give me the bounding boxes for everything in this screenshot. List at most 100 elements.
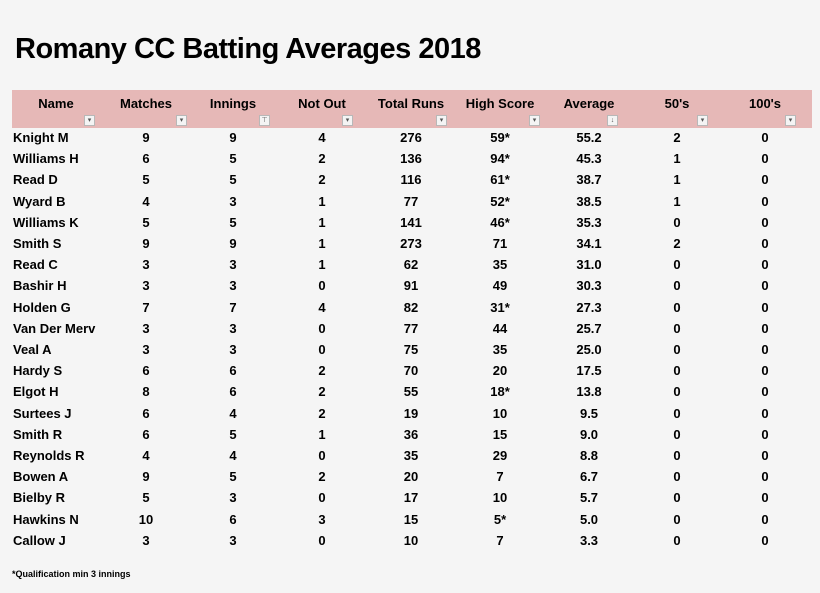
cell-high-score: 10	[492, 405, 508, 421]
cell-innings: 3	[229, 490, 237, 506]
cell-50-s: 0	[673, 214, 681, 230]
cell-innings: 3	[229, 278, 237, 294]
cell-matches: 9	[142, 236, 150, 251]
cell-not-out: 1	[318, 193, 326, 209]
cell-total-runs: 10	[403, 532, 419, 548]
cell-50-s: 0	[673, 363, 681, 379]
cell-matches: 6	[142, 405, 150, 421]
cell-total-runs: 75	[403, 342, 419, 357]
sort-filter-icon: ↓	[610, 117, 615, 124]
cell-100-s: 0	[761, 490, 769, 506]
player-name: Veal A	[13, 342, 52, 357]
player-name: Bowen A	[13, 469, 69, 485]
cell-innings: 9	[229, 130, 237, 145]
table-row: Smith S 9 9 1 273 71 34.1 2 0	[0, 233, 820, 254]
cell-matches: 5	[142, 172, 150, 188]
cell-100-s: 0	[761, 342, 769, 357]
filter-dropdown-button[interactable]: ▾	[436, 115, 447, 126]
player-name: Callow J	[13, 532, 66, 548]
cell-total-runs: 276	[400, 130, 422, 145]
filter-dropdown-button[interactable]: ▾	[84, 115, 95, 126]
cell-100-s: 0	[761, 214, 769, 230]
cell-average: 9.0	[579, 426, 599, 442]
dropdown-icon: ▾	[532, 117, 537, 124]
cell-high-score: 5*	[493, 511, 507, 527]
cell-50-s: 0	[673, 299, 681, 315]
player-name: Smith R	[13, 426, 63, 442]
filter-dropdown-button[interactable]: ▾	[342, 115, 353, 126]
cell-average: 17.5	[576, 363, 602, 379]
cell-not-out: 0	[318, 448, 326, 463]
cell-total-runs: 19	[403, 405, 419, 421]
cell-50-s: 2	[673, 130, 681, 145]
cell-innings: 3	[229, 257, 237, 273]
cell-high-score: 49	[492, 278, 508, 294]
cell-matches: 3	[142, 342, 150, 357]
table-row: Read C 3 3 1 62 35 31.0 0 0	[0, 254, 820, 275]
cell-not-out: 2	[318, 363, 326, 379]
cell-high-score: 20	[492, 363, 508, 379]
cell-matches: 9	[142, 469, 150, 485]
cell-100-s: 0	[761, 172, 769, 188]
cell-not-out: 2	[318, 384, 326, 400]
filter-active-button[interactable]: ⊤	[259, 115, 270, 126]
filter-dropdown-button[interactable]: ▾	[529, 115, 540, 126]
filter-dropdown-button[interactable]: ▾	[785, 115, 796, 126]
column-header: High Score	[465, 96, 535, 111]
cell-100-s: 0	[761, 151, 769, 167]
player-name: Surtees J	[13, 405, 72, 421]
cell-50-s: 0	[673, 320, 681, 336]
filter-active-button[interactable]: ↓	[607, 115, 618, 126]
cell-innings: 3	[229, 193, 237, 209]
cell-innings: 5	[229, 214, 237, 230]
player-name: Bashir H	[13, 278, 67, 294]
cell-matches: 6	[142, 363, 150, 379]
cell-not-out: 2	[318, 405, 326, 421]
cell-average: 9.5	[579, 405, 599, 421]
filter-dropdown-button[interactable]: ▾	[697, 115, 708, 126]
cell-total-runs: 116	[400, 172, 422, 188]
cell-not-out: 4	[318, 130, 326, 145]
cell-average: 8.8	[579, 448, 599, 463]
cell-50-s: 2	[673, 236, 681, 251]
cell-50-s: 0	[673, 532, 681, 548]
cell-average: 45.3	[576, 151, 602, 167]
cell-100-s: 0	[761, 363, 769, 379]
cell-average: 34.1	[576, 236, 602, 251]
dropdown-icon: ▾	[345, 117, 350, 124]
table-row: Veal A 3 3 0 75 35 25.0 0 0	[0, 339, 820, 360]
cell-matches: 4	[142, 448, 150, 463]
cell-average: 31.0	[576, 257, 602, 273]
cell-total-runs: 62	[403, 257, 419, 273]
cell-innings: 3	[229, 342, 237, 357]
footnote: *Qualification min 3 innings	[12, 569, 131, 579]
table-row: Hawkins N 10 6 3 15 5* 5.0 0 0	[0, 509, 820, 530]
cell-average: 38.5	[576, 193, 602, 209]
dropdown-icon: ▾	[87, 117, 92, 124]
player-name: Williams K	[13, 214, 79, 230]
cell-average: 27.3	[576, 299, 602, 315]
cell-high-score: 59*	[490, 130, 510, 145]
cell-100-s: 0	[761, 448, 769, 463]
cell-not-out: 0	[318, 278, 326, 294]
cell-high-score: 15	[492, 426, 508, 442]
cell-average: 6.7	[579, 469, 599, 485]
cell-matches: 3	[142, 278, 150, 294]
cell-average: 55.2	[576, 130, 602, 145]
cell-high-score: 31*	[490, 299, 510, 315]
dropdown-icon: ▾	[700, 117, 705, 124]
page-title: Romany CC Batting Averages 2018	[15, 33, 481, 65]
cell-innings: 5	[229, 151, 237, 167]
cell-innings: 4	[229, 448, 237, 463]
cell-high-score: 7	[496, 469, 504, 485]
cell-total-runs: 91	[403, 278, 419, 294]
cell-100-s: 0	[761, 426, 769, 442]
cell-innings: 4	[229, 405, 237, 421]
cell-innings: 7	[229, 299, 237, 315]
cell-50-s: 0	[673, 384, 681, 400]
cell-100-s: 0	[761, 532, 769, 548]
cell-matches: 4	[142, 193, 150, 209]
table-row: Bashir H 3 3 0 91 49 30.3 0 0	[0, 275, 820, 296]
player-name: Elgot H	[13, 384, 59, 400]
filter-dropdown-button[interactable]: ▾	[176, 115, 187, 126]
